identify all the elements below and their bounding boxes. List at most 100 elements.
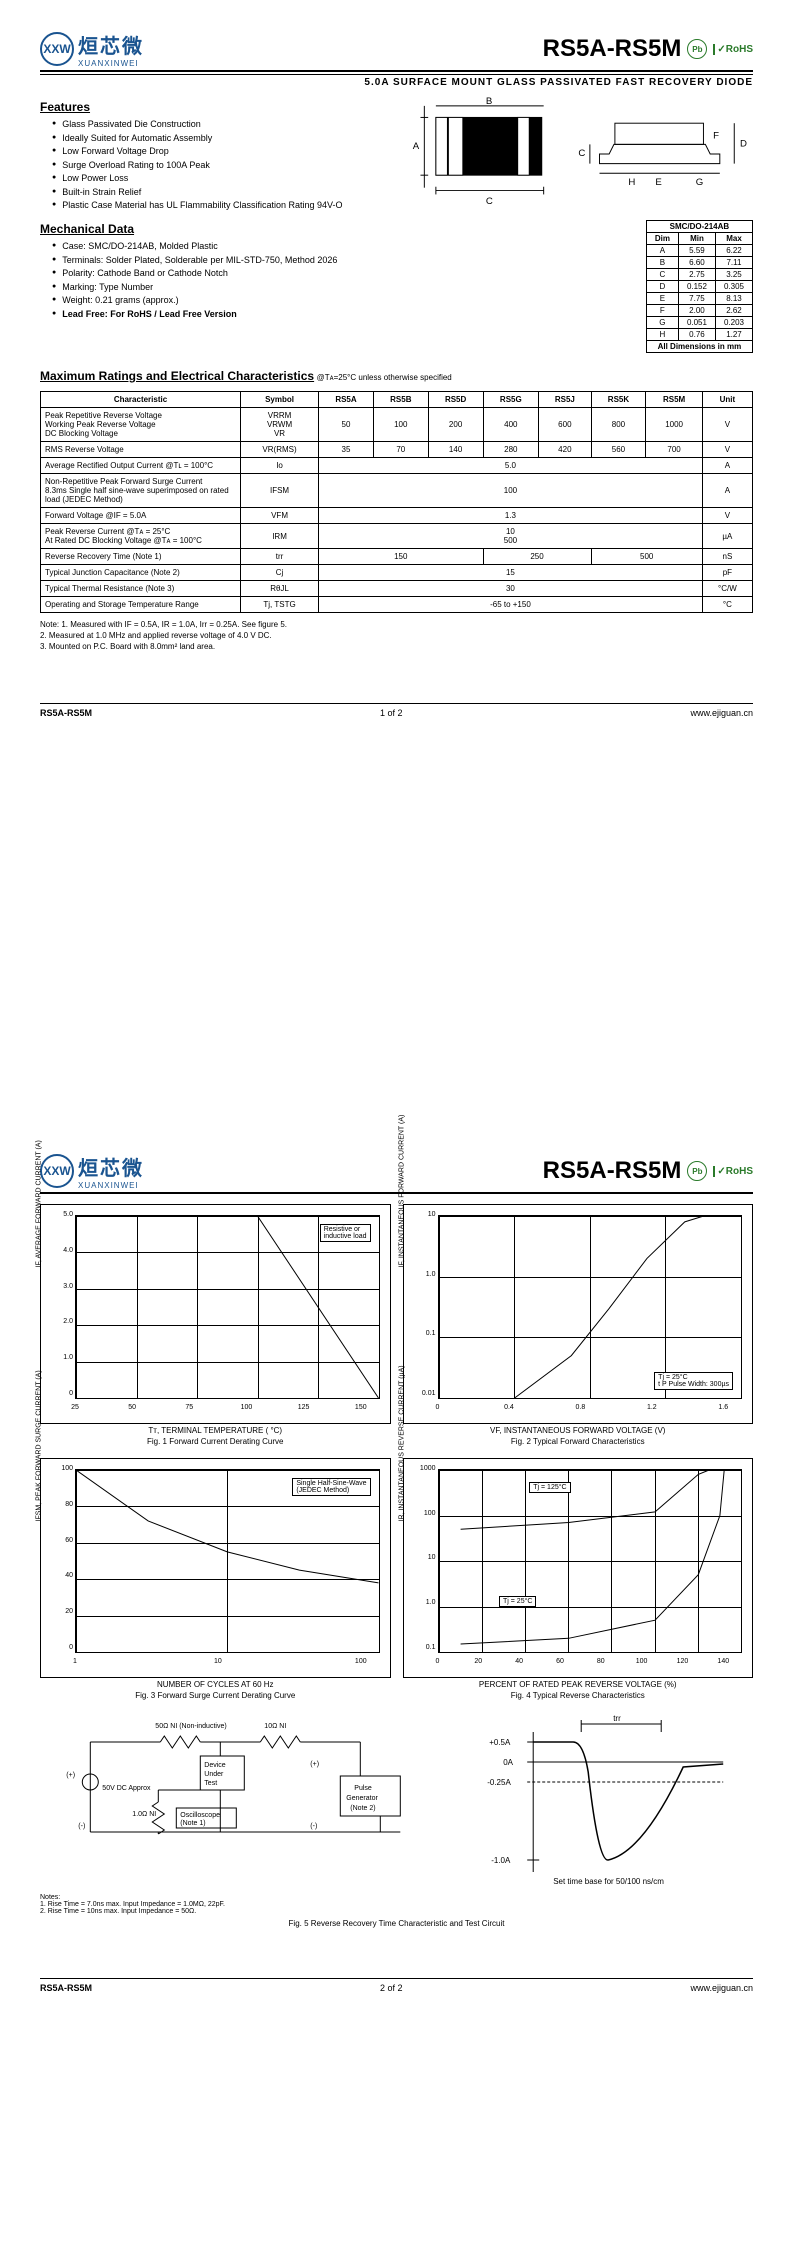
ratings-unit: °C [702,597,752,613]
tick-x: 120 [670,1658,694,1665]
tick-x: 150 [349,1404,373,1411]
fig3-xlabel: NUMBER OF CYCLES AT 60 Hz [40,1680,391,1689]
dim-table: SMC/DO-214ABDimMinMaxA5.596.22B6.607.11C… [646,220,753,353]
footer-2: RS5A-RS5M 2 of 2 www.ejiguan.cn [40,1978,753,1993]
mech-title: Mechanical Data [40,222,387,236]
ratings-unit: pF [702,565,752,581]
ratings-col: RS5D [428,392,483,408]
logo: XXW 烜芯微 XUANXINWEI [40,30,144,68]
subtitle: 5.0A SURFACE MOUNT GLASS PASSIVATED FAST… [40,74,753,88]
ratings-cell: 100 [373,408,428,442]
ratings-cell: 35 [319,442,374,458]
ratings-cell: 15 [319,565,703,581]
part-title: RS5A-RS5M [543,35,682,63]
chart-annotation: Tj = 25°C t P Pulse Width: 300µs [654,1372,733,1390]
svg-text:0A: 0A [503,1758,513,1767]
tick-x: 0.8 [568,1404,592,1411]
tick-x: 125 [292,1404,316,1411]
svg-text:Device: Device [204,1762,226,1769]
ratings-cell: 30 [319,581,703,597]
svg-text:C: C [485,196,492,207]
tick-y: 5.0 [55,1211,73,1218]
tick-y: 0 [55,1390,73,1397]
dim-cell: B [646,257,678,269]
y-axis-label: IFSM, PEAK FORWARD SURGE CURRENT (A) [36,1370,43,1521]
tick-x: 1.6 [711,1404,735,1411]
ratings-cell: 400 [483,408,539,442]
ratings-title: Maximum Ratings and Electrical Character… [40,369,314,383]
dim-cell: 0.305 [715,281,752,293]
notes: Note: 1. Measured with IF = 0.5A, IR = 1… [40,619,753,653]
tick-x: 75 [177,1404,201,1411]
ratings-char: Peak Repetitive Reverse Voltage Working … [41,408,241,442]
y-axis-label: IR, INSTANTANEOUS REVERSE CURRENT (µA) [398,1365,405,1521]
ratings-sym: Io [241,458,319,474]
footer-page-2: 2 of 2 [380,1983,403,1993]
list-item: Polarity: Cathode Band or Cathode Notch [52,267,387,281]
tick-y: 40 [55,1572,73,1579]
list-item: Marking: Type Number [52,281,387,295]
chart-annotation: Tj = 125°C [529,1482,570,1493]
svg-text:50Ω NI (Non-inductive): 50Ω NI (Non-inductive) [155,1723,226,1730]
ratings-sym: Cj [241,565,319,581]
ratings-char: Peak Reverse Current @Tᴀ = 25°C At Rated… [41,524,241,549]
svg-text:E: E [655,177,661,188]
ratings-cell: 1000 [646,408,702,442]
tick-y: 1.0 [418,1599,436,1606]
list-item: Built-in Strain Relief [52,186,387,200]
ratings-sym: Tj, TSTG [241,597,319,613]
page-1: XXW 烜芯微 XUANXINWEI RS5A-RS5M Pb ✓RoHS 5.… [0,0,793,1122]
svg-text:1.0Ω NI: 1.0Ω NI [132,1811,156,1818]
dim-cell: 0.203 [715,317,752,329]
package-drawing-icon: A C B D C E G H F [407,94,754,214]
list-item: Case: SMC/DO-214AB, Molded Plastic [52,240,387,254]
dim-cell: 6.60 [678,257,715,269]
footer-part: RS5A-RS5M [40,708,92,718]
header: XXW 烜芯微 XUANXINWEI RS5A-RS5M Pb ✓RoHS [40,30,753,72]
tick-x: 10 [206,1658,230,1665]
chart-annotation: Resistive or inductive load [320,1224,371,1242]
logo-sub: XUANXINWEI [78,59,144,68]
tick-y: 1.0 [418,1271,436,1278]
tick-y: 1.0 [55,1354,73,1361]
logo-mark-icon-2: XXW [40,1154,74,1188]
svg-text:-0.25A: -0.25A [487,1778,511,1787]
ratings-col: Unit [702,392,752,408]
ratings-col: RS5B [373,392,428,408]
ratings-unit: V [702,408,752,442]
ratings-sym: trr [241,549,319,565]
ratings-col: Symbol [241,392,319,408]
features-title: Features [40,100,387,114]
ratings-cell: 5.0 [319,458,703,474]
logo-2: XXW 烜芯微 XUANXINWEI [40,1152,144,1190]
ratings-cell: 150 [319,549,483,565]
ratings-cell: 100 [319,474,703,508]
fig1: Resistive or inductive loadIF, AVERAGE F… [40,1204,391,1446]
title-block-2: RS5A-RS5M Pb ✓RoHS [543,1157,753,1185]
ratings-col: RS5K [591,392,646,408]
title-block: RS5A-RS5M Pb ✓RoHS [543,35,753,63]
tick-y: 100 [55,1465,73,1472]
features-list: Glass Passivated Die ConstructionIdeally… [40,118,387,213]
ratings-cell: -65 to +150 [319,597,703,613]
dim-cell: 2.75 [678,269,715,281]
dim-cell: 1.27 [715,329,752,341]
tick-x: 20 [466,1658,490,1665]
footer-1: RS5A-RS5M 1 of 2 www.ejiguan.cn [40,703,753,718]
fig2: Tj = 25°C t P Pulse Width: 300µsIF, INST… [403,1204,754,1446]
tick-x: 100 [630,1658,654,1665]
ratings-col: RS5M [646,392,702,408]
ratings-sym: VRRM VRWM VR [241,408,319,442]
tick-y: 10 [418,1554,436,1561]
fig5-row: 50Ω NI (Non-inductive) 10Ω NI DeviceUnde… [40,1712,753,1915]
dim-cell: 2.62 [715,305,752,317]
tick-y: 1000 [418,1465,436,1472]
tick-y: 0.1 [418,1330,436,1337]
svg-text:trr: trr [613,1714,621,1723]
ratings-char: Forward Voltage @IF = 5.0A [41,508,241,524]
note-line: 2. Measured at 1.0 MHz and applied rever… [40,630,753,641]
list-item: Ideally Suited for Automatic Assembly [52,132,387,146]
svg-text:G: G [695,177,702,188]
ratings-sym: IRM [241,524,319,549]
dim-cell: 3.25 [715,269,752,281]
